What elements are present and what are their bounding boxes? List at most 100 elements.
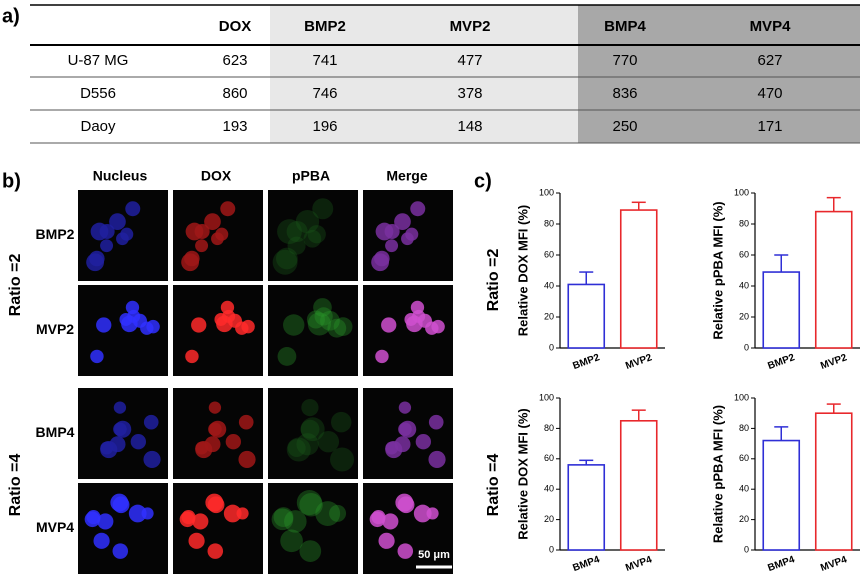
y-tick-label: 20 xyxy=(544,514,554,524)
cell-signal xyxy=(301,398,319,417)
row-label: BMP2 xyxy=(36,226,75,242)
cell-signal xyxy=(333,317,353,337)
row-label: U-87 MG xyxy=(68,52,129,69)
table-header: DOX xyxy=(219,18,252,35)
cell xyxy=(425,321,439,335)
cell xyxy=(100,239,114,253)
y-tick-label: 60 xyxy=(739,453,749,463)
cell-signal xyxy=(320,310,340,331)
table-cell: 196 xyxy=(312,118,337,135)
panel-label: c) xyxy=(474,170,492,192)
table-cell: 860 xyxy=(222,85,247,102)
y-tick-label: 60 xyxy=(544,453,554,463)
x-tick-label: MVP2 xyxy=(624,352,654,372)
cell xyxy=(204,213,221,230)
cell-signal xyxy=(314,307,333,326)
y-tick-label: 60 xyxy=(544,249,554,259)
cell xyxy=(96,317,112,333)
cell xyxy=(378,532,395,549)
cell-signal xyxy=(287,236,306,255)
y-tick-label: 0 xyxy=(744,544,749,554)
cell-signal xyxy=(284,510,307,533)
cell xyxy=(195,440,213,459)
cell xyxy=(195,239,209,253)
cell xyxy=(179,511,196,528)
x-tick-label: BMP4 xyxy=(571,554,601,574)
cell xyxy=(121,315,138,333)
cell xyxy=(428,450,446,469)
table-header: BMP2 xyxy=(304,18,346,35)
cell-signal xyxy=(277,219,302,244)
cell xyxy=(369,511,386,528)
cell-signal xyxy=(329,504,347,522)
cell xyxy=(207,496,225,514)
table-header: BMP4 xyxy=(604,18,646,35)
bar xyxy=(814,210,853,349)
cell-signal xyxy=(277,347,297,366)
x-tick-label: BMP2 xyxy=(571,352,601,372)
cell-signal xyxy=(273,507,294,527)
table-cell: 627 xyxy=(757,52,782,69)
table-cell: 193 xyxy=(222,118,247,135)
cell xyxy=(220,300,235,315)
cell xyxy=(236,507,249,520)
cell xyxy=(406,315,423,333)
bar xyxy=(762,439,801,551)
cell-signal xyxy=(296,489,322,516)
cell xyxy=(398,401,412,414)
cell xyxy=(93,532,110,549)
cell-signal xyxy=(307,312,331,336)
table-cell: 623 xyxy=(222,52,247,69)
cell-signal xyxy=(300,417,325,442)
cell xyxy=(185,222,204,241)
y-tick-label: 100 xyxy=(734,187,749,197)
cell-signal xyxy=(295,209,320,234)
row-label: Daoy xyxy=(80,118,116,135)
cell xyxy=(90,349,104,364)
y-tick-label: 100 xyxy=(539,187,554,197)
cell xyxy=(185,349,199,364)
table-cell: 770 xyxy=(612,52,637,69)
cell xyxy=(238,450,256,469)
cell-signal xyxy=(315,501,341,526)
cell-signal xyxy=(286,437,311,462)
y-tick-label: 20 xyxy=(739,311,749,321)
cell xyxy=(381,317,397,333)
cell xyxy=(405,227,419,241)
y-tick-label: 0 xyxy=(744,342,749,352)
cell xyxy=(141,507,154,520)
table-cell: 470 xyxy=(757,85,782,102)
cell xyxy=(371,253,390,272)
cell-signal xyxy=(280,529,303,553)
cell xyxy=(415,434,432,450)
cell xyxy=(220,201,236,217)
micrograph xyxy=(268,483,358,574)
table-cell: 741 xyxy=(312,52,337,69)
y-tick-label: 100 xyxy=(734,392,749,402)
bar xyxy=(619,419,658,551)
cell xyxy=(394,213,411,230)
cell xyxy=(143,414,159,430)
y-tick-label: 80 xyxy=(544,218,554,228)
table-cell: 836 xyxy=(612,85,637,102)
bar xyxy=(762,271,801,349)
cell-signal xyxy=(312,198,334,220)
cell xyxy=(125,300,140,315)
table-cell: 378 xyxy=(457,85,482,102)
cell xyxy=(90,222,109,241)
column-header: DOX xyxy=(201,168,232,184)
cell xyxy=(375,222,394,241)
row-label: MVP4 xyxy=(36,519,74,535)
y-tick-label: 20 xyxy=(544,311,554,321)
scale-bar-label: 50 μm xyxy=(418,549,450,561)
x-tick-label: MVP4 xyxy=(819,554,849,574)
y-tick-label: 60 xyxy=(739,249,749,259)
table-header: MVP2 xyxy=(450,18,491,35)
ratio-label: Ratio =2 xyxy=(485,249,502,312)
cell xyxy=(225,434,242,450)
x-tick-label: MVP4 xyxy=(624,554,654,574)
cell xyxy=(397,496,415,514)
cell-signal xyxy=(313,298,332,317)
cell-signal xyxy=(299,493,323,517)
